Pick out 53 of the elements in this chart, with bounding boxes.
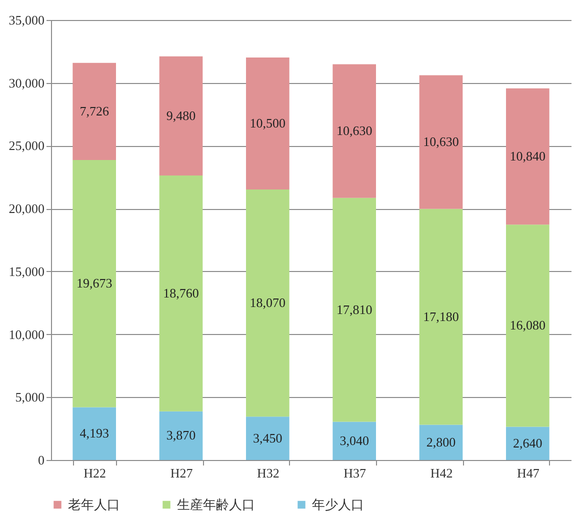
data-label: 2,800 bbox=[426, 434, 456, 450]
x-tick-label: H32 bbox=[256, 466, 280, 480]
data-label: 19,673 bbox=[76, 276, 112, 291]
y-tick-label: 35,000 bbox=[8, 12, 44, 28]
data-label: 3,450 bbox=[253, 430, 282, 446]
y-tick-label: 5,000 bbox=[15, 390, 44, 405]
x-tick-label: H47 bbox=[516, 466, 540, 480]
bar bbox=[159, 56, 203, 176]
y-tick-label: 25,000 bbox=[8, 138, 44, 154]
data-label: 17,810 bbox=[336, 302, 372, 317]
data-label: 9,480 bbox=[166, 108, 196, 123]
y-tick-label: 10,000 bbox=[8, 326, 44, 342]
legend-label: 年少人口 bbox=[312, 496, 364, 512]
data-label: 17,180 bbox=[423, 308, 459, 324]
bar bbox=[332, 64, 376, 198]
y-tick-label: 30,000 bbox=[8, 75, 44, 90]
bar bbox=[332, 198, 376, 422]
x-tick-label: H22 bbox=[84, 466, 106, 480]
data-label: 10,500 bbox=[250, 115, 286, 130]
bar bbox=[246, 416, 290, 460]
y-tick-label: 20,000 bbox=[8, 201, 44, 216]
data-label: 10,630 bbox=[336, 123, 372, 138]
bar bbox=[72, 407, 116, 460]
bar bbox=[72, 62, 116, 160]
x-tick-label: H37 bbox=[344, 466, 367, 480]
bar bbox=[506, 88, 550, 225]
data-label: 10,630 bbox=[423, 134, 459, 150]
legend-label: 老年人口 bbox=[68, 496, 120, 512]
bar bbox=[246, 189, 290, 417]
data-label: 3,870 bbox=[166, 428, 196, 443]
x-tick-label: H42 bbox=[430, 466, 453, 480]
data-label: 10,840 bbox=[510, 148, 546, 164]
bar bbox=[506, 224, 550, 427]
bar bbox=[159, 176, 203, 412]
bar bbox=[419, 424, 463, 460]
y-tick-label: 15,000 bbox=[8, 264, 44, 279]
data-label: 2,640 bbox=[513, 435, 542, 450]
bar bbox=[419, 75, 463, 209]
bar bbox=[506, 426, 550, 460]
y-tick-label: 0 bbox=[38, 452, 44, 468]
data-label: 18,760 bbox=[163, 285, 199, 300]
data-label: 3,040 bbox=[340, 432, 369, 448]
bar bbox=[72, 160, 116, 408]
bar bbox=[159, 411, 203, 460]
data-label: 16,080 bbox=[510, 318, 546, 333]
data-label: 7,726 bbox=[80, 103, 110, 118]
x-tick-label: H27 bbox=[170, 466, 194, 480]
data-label: 4,193 bbox=[80, 426, 109, 441]
data-label: 18,070 bbox=[250, 295, 286, 310]
legend-label: 生産年齢人口 bbox=[177, 496, 255, 512]
bar bbox=[332, 422, 376, 460]
bar bbox=[246, 57, 290, 190]
bar bbox=[419, 208, 463, 425]
